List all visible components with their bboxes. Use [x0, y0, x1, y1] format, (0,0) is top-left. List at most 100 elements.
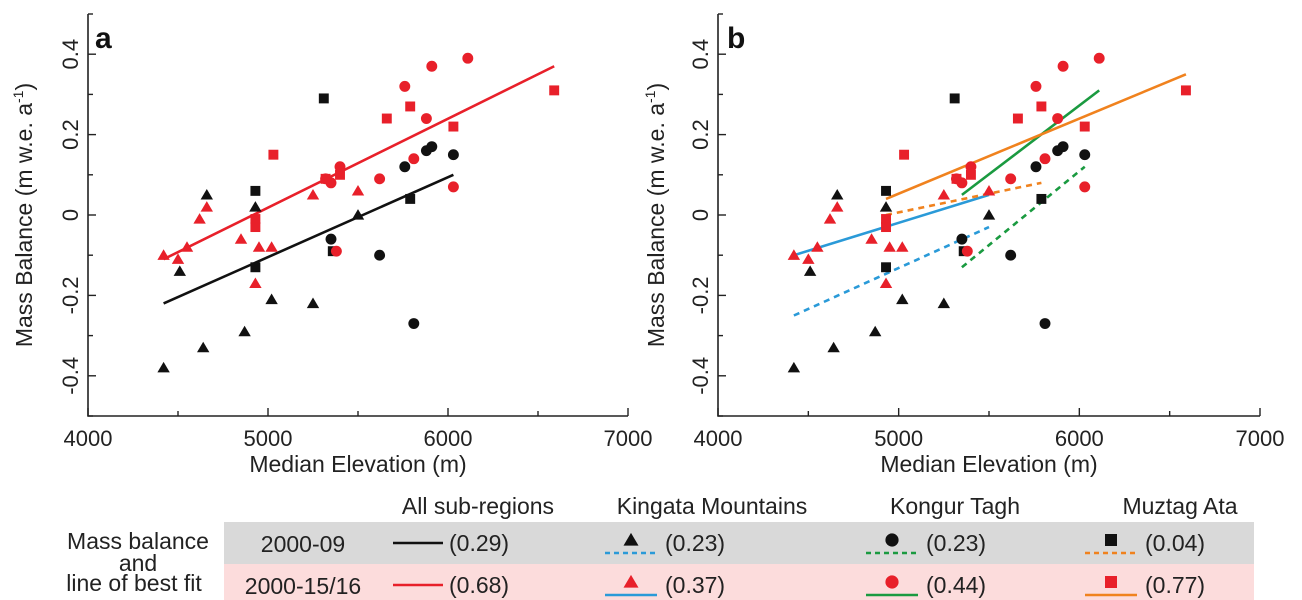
p1-y-axis-label: Mass Balance (m w.e. a-1) — [10, 83, 37, 347]
legend-value: (0.29) — [449, 530, 509, 556]
p2-data-point — [1093, 52, 1105, 64]
p1-data-point — [426, 60, 438, 72]
p1-data-point — [426, 141, 438, 153]
p1-panel-label: a — [95, 22, 112, 55]
p2-data-point — [1012, 113, 1023, 124]
p1-data-point — [265, 241, 278, 252]
p2-fit-line — [885, 73, 1187, 201]
p2-ytick-label: -0.2 — [688, 276, 713, 314]
p2-data-point — [951, 173, 962, 184]
p2-data-point — [879, 201, 893, 212]
p2-ytick-label: 0 — [688, 209, 713, 221]
p1-data-point — [249, 201, 262, 212]
p2-fit-line — [885, 181, 1042, 217]
p2-panel-label: b — [727, 22, 745, 55]
p2-xtick-label: 5000 — [874, 426, 923, 451]
p1-fit-line — [163, 65, 555, 261]
p2-data-point — [1180, 85, 1191, 96]
legend-marker — [623, 574, 639, 588]
p1-data-point — [351, 184, 365, 196]
legend-marker — [885, 533, 899, 547]
p2-data-point — [823, 213, 837, 224]
p2-data-point — [831, 201, 844, 212]
p1-data-point — [447, 181, 459, 193]
p1-ytick-label: 0 — [58, 209, 83, 221]
p1-data-point — [200, 201, 213, 212]
p1-data-point — [381, 113, 392, 124]
p1-data-point — [420, 113, 432, 124]
p2-data-point — [868, 325, 882, 337]
p1-xtick-label: 5000 — [244, 426, 293, 451]
p2-data-point — [896, 241, 909, 252]
p1-data-point — [325, 233, 337, 245]
p1-data-point — [374, 173, 386, 185]
legend-marker — [1105, 534, 1117, 546]
p2-data-point — [982, 184, 996, 196]
legend-value: (0.37) — [665, 572, 725, 598]
p2-data-point — [803, 265, 817, 276]
p1-ytick-label: 0.4 — [58, 39, 83, 70]
p1-data-point — [268, 149, 279, 160]
p2-data-point — [949, 93, 960, 104]
p2-y-axis-label: Mass Balance (m w.e. a-1) — [642, 83, 669, 347]
p1-xtick-label: 4000 — [64, 426, 113, 451]
p1-data-point — [250, 222, 261, 233]
legend-row-bg-2000-09 — [224, 522, 1254, 564]
p2-data-point — [787, 249, 801, 260]
legend-row-bg-2000-15-16 — [224, 564, 1254, 600]
p2-data-point — [881, 214, 891, 224]
p1-ytick-label: 0.2 — [58, 119, 83, 150]
legend-value: (0.04) — [1145, 530, 1205, 556]
p1-data-point — [193, 213, 206, 224]
p2-data-point — [1005, 249, 1017, 261]
p1-xtick-label: 6000 — [424, 426, 473, 451]
p2-data-point — [982, 209, 996, 220]
p2-ytick-label: 0.4 — [688, 39, 713, 70]
p1-data-point — [250, 262, 261, 273]
p1-data-point — [351, 209, 365, 220]
p2-data-point — [883, 241, 896, 252]
p1-data-point — [374, 249, 386, 261]
legend-marker — [623, 532, 639, 546]
p2-data-point — [1052, 113, 1064, 124]
legend-row-label-line2: and — [119, 550, 157, 576]
p2-fit-line — [961, 89, 1100, 196]
p1-data-point — [200, 189, 213, 200]
p1-data-point — [405, 193, 416, 204]
p2-data-point — [811, 241, 824, 252]
p1-x-axis-label: Median Elevation (m) — [249, 451, 466, 477]
p1-fit-line — [163, 173, 454, 305]
p1-data-point — [399, 161, 411, 173]
p2-fit-line — [961, 165, 1086, 269]
p2-xtick-label: 7000 — [1236, 426, 1285, 451]
legend-header-kongur: Kongur Tagh — [890, 493, 1020, 519]
p1-data-point — [252, 241, 266, 252]
p1-data-point — [306, 189, 320, 200]
p2-data-point — [1039, 318, 1051, 329]
p1-data-point — [462, 52, 474, 64]
p2-data-point — [965, 169, 976, 180]
p2-data-point — [1030, 80, 1042, 92]
p2-data-point — [965, 161, 977, 173]
p1-data-point — [171, 253, 185, 264]
p1-data-point — [330, 245, 342, 257]
p2-data-point — [1036, 193, 1047, 204]
p1-data-point — [197, 341, 210, 353]
p1-data-point — [234, 233, 248, 244]
legend-row-label-line1: Mass balance — [67, 528, 209, 554]
legend-value: (0.44) — [926, 572, 986, 598]
panel-b: -0.4 -0.2 0 0.2 0.4 4000 5000 6000 7000 Median El… — [642, 13, 1285, 477]
p1-data-point — [318, 93, 329, 104]
legend-value: (0.23) — [926, 530, 986, 556]
p1-data-point — [250, 185, 261, 196]
p1-data-point — [405, 101, 416, 112]
p2-data-point — [937, 189, 951, 200]
p2-data-point — [787, 361, 801, 373]
legend-row-label-line3: line of best fit — [66, 570, 202, 596]
p2-data-point — [827, 341, 840, 353]
p2-fit-line — [793, 193, 990, 257]
p2-data-point — [881, 185, 891, 196]
p2-data-point — [802, 253, 815, 264]
p2-x-axis-label: Median Elevation (m) — [880, 451, 1097, 477]
p2-data-point — [831, 189, 844, 200]
